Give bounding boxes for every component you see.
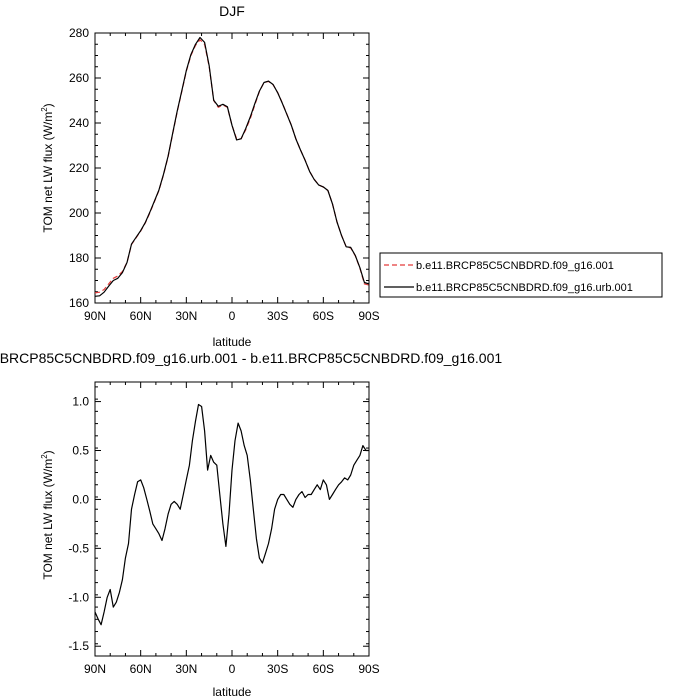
legend-label-series-2: b.e11.BRCP85C5CNBDRD.f09_g16.urb.001 (416, 282, 633, 294)
bottom-y-axis-label: TOM net LW flux (W/m2) (40, 450, 55, 579)
bottom-series-line-1 (94, 403, 369, 626)
top-x-tick-label: 90S (358, 309, 379, 323)
top-y-tick-label: 280 (69, 26, 89, 40)
top-y-tick-label: 200 (69, 206, 89, 220)
top-x-tick-label: 30S (267, 309, 288, 323)
top-y-tick-label: 260 (69, 71, 89, 85)
top-plot-frame (94, 32, 370, 304)
top-series-line-1 (94, 39, 370, 294)
top-y-tick-label: 160 (69, 296, 89, 310)
bottom-x-tick-label: 90S (358, 662, 379, 676)
legend: b.e11.BRCP85C5CNBDRD.f09_g16.001 b.e11.B… (379, 252, 663, 298)
bottom-plot-area: 90N 60N 30N 0 30S 60S 90S -1.5 -1.0 -0.5 0.0 0.5 1.0 (68, 381, 380, 676)
bottom-x-tick-label: 60N (130, 662, 152, 676)
top-x-tick-label: 60S (313, 309, 334, 323)
legend-box (379, 252, 663, 298)
bottom-title: b.e11.BRCP85C5CNBDRD.f09_g16.urb.001 - b… (0, 350, 502, 366)
top-y-tick-label: 180 (69, 251, 89, 265)
top-plot-area: 90N 60N 30N 0 30S 60S 90S 160 180 200 220 240 260 280 (69, 26, 380, 323)
top-series-line-2 (94, 36, 370, 297)
top-x-tick-label: 0 (229, 309, 236, 323)
bottom-x-tick-label: 30N (175, 662, 197, 676)
bottom-y-tick-label: -0.5 (68, 541, 89, 555)
bottom-y-tick-label: 0.0 (72, 492, 89, 506)
bottom-x-tick-label: 90N (84, 662, 106, 676)
bottom-y-tick-label: 1.0 (72, 395, 89, 409)
top-y-axis-label: TOM net LW flux (W/m2) (40, 103, 55, 232)
bottom-panel: b.e11.BRCP85C5CNBDRD.f09_g16.urb.001 - b… (0, 350, 502, 699)
top-x-axis-label: latitude (213, 335, 252, 349)
top-x-tick-label: 90N (84, 309, 106, 323)
legend-label-series-1: b.e11.BRCP85C5CNBDRD.f09_g16.001 (416, 260, 614, 272)
top-x-tick-label: 60N (130, 309, 152, 323)
bottom-plot-frame (94, 381, 370, 657)
bottom-y-tick-label: -1.0 (68, 590, 89, 604)
bottom-x-axis-label: latitude (213, 685, 252, 699)
top-title: DJF (219, 3, 245, 19)
bottom-x-tick-label: 30S (267, 662, 288, 676)
bottom-x-tick-label: 60S (313, 662, 334, 676)
bottom-y-tick-label: -1.5 (68, 639, 89, 653)
top-x-tick-label: 30N (175, 309, 197, 323)
bottom-x-tick-label: 0 (229, 662, 236, 676)
top-y-tick-label: 220 (69, 161, 89, 175)
bottom-y-tick-label: 0.5 (72, 444, 89, 458)
top-y-tick-label: 240 (69, 116, 89, 130)
top-panel: DJF 90N 60N 30N 0 30S 60S 90S 160 180 200 220 240 26… (40, 3, 663, 349)
